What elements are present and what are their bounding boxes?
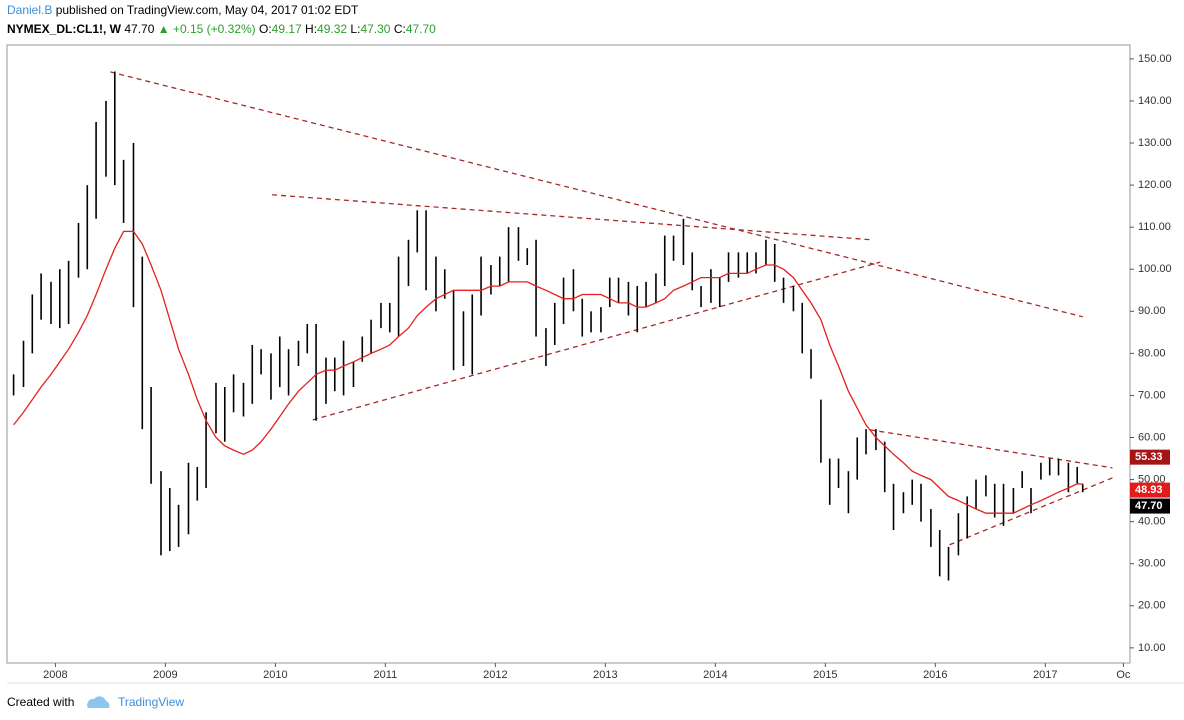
y-tick-label: 90.00	[1138, 305, 1166, 317]
y-tick-label: 140.00	[1138, 95, 1172, 107]
y-tick-label: 120.00	[1138, 179, 1172, 191]
x-tick-label: 2017	[1033, 669, 1057, 681]
ohlc-value: 49.32	[317, 22, 347, 36]
x-tick-label: 2012	[483, 669, 507, 681]
y-tick-label: 100.00	[1138, 263, 1172, 275]
price-tag	[1130, 449, 1170, 465]
price-tag	[1130, 482, 1170, 498]
ohlc-value: 47.30	[360, 22, 390, 36]
y-tick-label: 150.00	[1138, 53, 1172, 65]
plot-border	[6, 44, 1131, 664]
price-tag	[1130, 498, 1170, 514]
x-tick-label: 2015	[813, 669, 837, 681]
moving-average	[13, 230, 1083, 514]
trend-line	[272, 194, 872, 241]
price-tag-label: 48.93	[1135, 484, 1163, 496]
symbol-line: NYMEX_DL:CL1!, W 47.70 ▲ +0.15 (+0.32%) …	[7, 22, 436, 36]
y-tick-label: 80.00	[1138, 347, 1166, 359]
ohlc-label: O:	[259, 22, 272, 36]
published: published on TradingView.com, May 04, 20…	[56, 3, 359, 17]
last-price: 47.70	[124, 22, 154, 36]
x-tick-label: 2011	[374, 669, 398, 681]
trend-line	[949, 477, 1113, 546]
y-tick-label: 70.00	[1138, 389, 1166, 401]
y-tick-label: 110.00	[1138, 221, 1171, 233]
y-tick-label: 130.00	[1138, 137, 1172, 149]
y-tick-label: 10.00	[1138, 642, 1166, 654]
x-tick-label: 2014	[703, 669, 727, 681]
trend-line	[870, 429, 1113, 469]
y-tick-label: 60.00	[1138, 431, 1166, 443]
ohlc-value: 47.70	[406, 22, 436, 36]
x-tick-label: Oc	[1116, 669, 1131, 681]
header-line: Daniel.B published on TradingView.com, M…	[7, 3, 359, 17]
footer-created: Created with	[7, 695, 74, 709]
ohlc-label: C:	[394, 22, 406, 36]
x-tick-label: 2016	[923, 669, 947, 681]
ohlc-label: H:	[305, 22, 317, 36]
price-tag-label: 55.33	[1135, 451, 1163, 463]
ohlc-value: 49.17	[272, 22, 302, 36]
ohlc-label: L:	[350, 22, 360, 36]
x-tick-label: 2013	[593, 669, 617, 681]
y-tick-label: 40.00	[1138, 516, 1166, 528]
y-tick-label: 50.00	[1138, 473, 1166, 485]
x-tick-label: 2009	[153, 669, 177, 681]
author: Daniel.B	[7, 3, 52, 17]
change: ▲ +0.15 (+0.32%)	[158, 22, 256, 36]
symbol: NYMEX_DL:CL1!, W	[7, 22, 122, 36]
trend-line	[312, 261, 881, 421]
y-tick-label: 30.00	[1138, 558, 1166, 570]
x-tick-label: 2010	[263, 669, 287, 681]
logo	[87, 696, 110, 708]
y-tick-label: 20.00	[1138, 600, 1166, 612]
price-tag-label: 47.70	[1135, 500, 1163, 512]
footer-brand: TradingView	[118, 695, 184, 709]
x-tick-label: 2008	[43, 669, 67, 681]
